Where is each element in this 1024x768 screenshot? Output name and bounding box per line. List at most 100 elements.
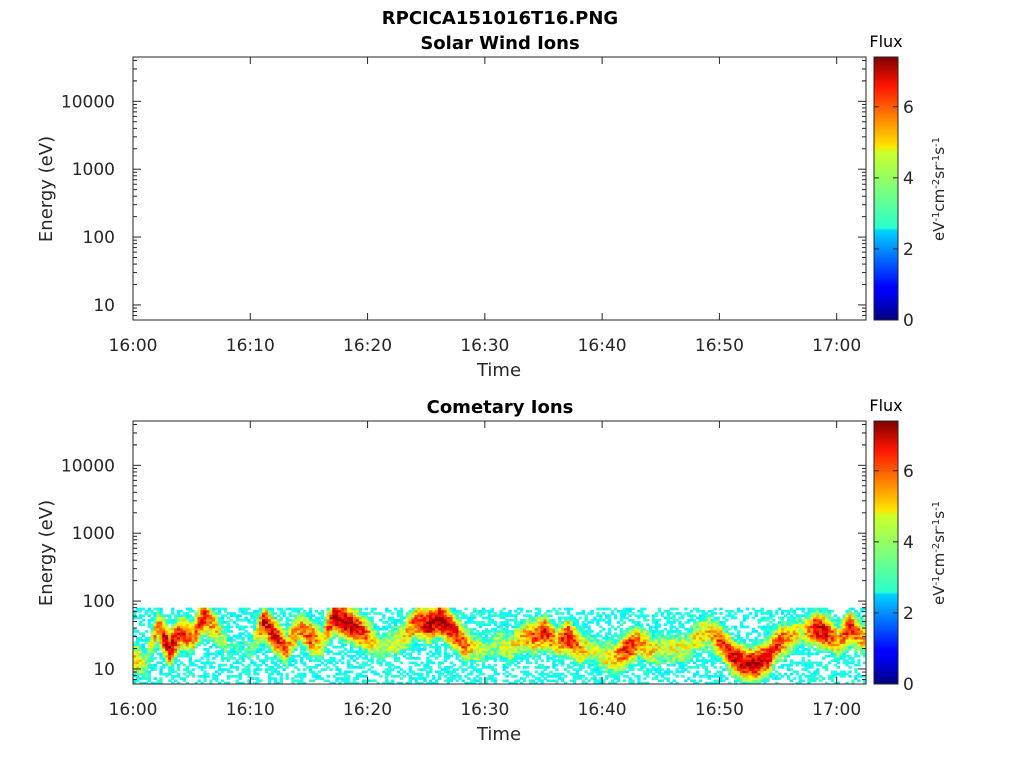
heatmap-cell [297, 630, 301, 633]
heatmap-cell [373, 654, 377, 658]
heatmap-cell [267, 614, 272, 618]
heatmap-cell [153, 645, 157, 649]
heatmap-cell [549, 614, 553, 618]
heatmap-cell [273, 670, 278, 674]
heatmap-cell [646, 634, 650, 638]
heatmap-cell [520, 609, 524, 613]
heatmap-cell [578, 657, 582, 660]
heatmap-cell [610, 663, 615, 667]
heatmap-cell [690, 652, 694, 656]
heatmap-cell [487, 614, 492, 618]
heatmap-cell [619, 616, 624, 620]
heatmap-cell [569, 616, 574, 620]
heatmap-cell [461, 645, 465, 649]
heatmap-cell [581, 639, 585, 642]
heatmap-cell [288, 614, 292, 618]
heatmap-cell [561, 627, 565, 631]
heatmap-cell [540, 614, 544, 618]
heatmap-cell [522, 677, 527, 680]
heatmap-cell [396, 666, 401, 669]
heatmap-cell [473, 652, 477, 656]
heatmap-cell [305, 618, 310, 622]
heatmap-cell [654, 675, 659, 678]
heatmap-cell [522, 657, 527, 660]
heatmap-cell [484, 645, 489, 649]
heatmap-cell [646, 670, 650, 674]
heatmap-cell [133, 681, 137, 684]
heatmap-cell [610, 681, 615, 684]
heatmap-cell [347, 625, 351, 629]
heatmap-cell [338, 645, 342, 649]
heatmap-cell [352, 659, 357, 662]
heatmap-cell [253, 627, 257, 631]
heatmap-cell [549, 609, 553, 613]
heatmap-cell [684, 627, 688, 631]
heatmap-cell [388, 630, 392, 633]
heatmap-cell [458, 612, 462, 615]
heatmap-cell [478, 643, 483, 647]
heatmap-cell [713, 623, 717, 627]
heatmap-cell [182, 627, 187, 631]
heatmap-cell [391, 621, 395, 624]
heatmap-cell [300, 607, 304, 611]
heatmap-cell [297, 623, 301, 627]
heatmap-cell [229, 630, 234, 633]
heatmap-cell [352, 627, 357, 631]
heatmap-cell [279, 666, 283, 669]
heatmap-cell [276, 614, 280, 618]
heatmap-cell [619, 666, 624, 669]
heatmap-cell [470, 672, 474, 676]
heatmap-cell [200, 675, 204, 678]
heatmap-cell [338, 659, 342, 662]
heatmap-cell [220, 616, 225, 620]
heatmap-cell [393, 625, 398, 629]
heatmap-cell [602, 666, 606, 669]
heatmap-cell [716, 648, 720, 651]
heatmap-cell [610, 643, 615, 647]
heatmap-cell [417, 652, 421, 656]
heatmap-cell [256, 627, 260, 631]
heatmap-cell [552, 623, 556, 627]
heatmap-cell [159, 636, 163, 640]
heatmap-cell [417, 627, 421, 631]
heatmap-cell [191, 643, 195, 647]
heatmap-cell [578, 654, 582, 658]
heatmap-cell [651, 650, 656, 653]
heatmap-cell [452, 670, 456, 674]
heatmap-cell [150, 645, 154, 649]
heatmap-cell [344, 679, 348, 683]
heatmap-cell [698, 623, 703, 627]
heatmap-cell [349, 614, 354, 618]
heatmap-cell [238, 657, 242, 660]
heatmap-cell [332, 623, 336, 627]
heatmap-cell [514, 625, 518, 629]
heatmap-cell [358, 612, 363, 615]
heatmap-cell [176, 623, 181, 627]
heatmap-cell [317, 639, 322, 642]
heatmap-cell [432, 612, 436, 615]
heatmap-cell [349, 623, 354, 627]
heatmap-cell [396, 681, 401, 684]
heatmap-cell [264, 645, 269, 649]
heatmap-cell [144, 650, 149, 653]
heatmap-cell [165, 641, 169, 644]
heatmap-cell [572, 632, 577, 635]
heatmap-cell [344, 648, 348, 651]
heatmap-cell [197, 612, 201, 615]
heatmap-cell [385, 645, 389, 649]
heatmap-cell [218, 621, 222, 624]
heatmap-cell [549, 627, 553, 631]
heatmap-cell [449, 632, 453, 635]
heatmap-cell [273, 612, 278, 615]
heatmap-cell [294, 623, 298, 627]
heatmap-cell [678, 623, 682, 627]
heatmap-cell [478, 641, 483, 644]
heatmap-cell [349, 630, 354, 633]
heatmap-cell [455, 679, 459, 683]
heatmap-cell [540, 623, 544, 627]
heatmap-cell [168, 639, 172, 642]
heatmap-cell [256, 681, 260, 684]
heatmap-cell [408, 641, 412, 644]
heatmap-cell [698, 609, 703, 613]
heatmap-cell [675, 634, 679, 638]
